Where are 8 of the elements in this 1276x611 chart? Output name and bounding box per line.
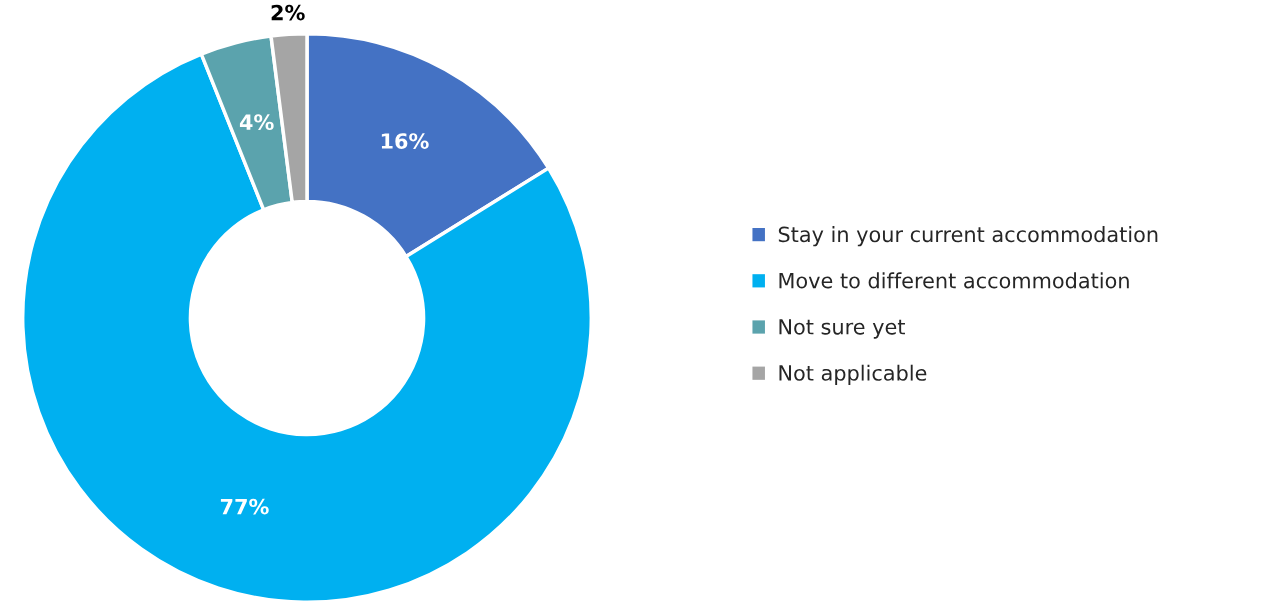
legend-label: Not sure yet xyxy=(779,319,905,339)
data-label: 16% xyxy=(381,133,429,149)
data-label: 4% xyxy=(239,114,274,131)
data-label: 2% xyxy=(271,4,305,21)
data-label: 77% xyxy=(220,498,269,515)
legend-label: Stay in your current accommodation xyxy=(778,226,1158,247)
legend-label: Move to different accommodation xyxy=(779,272,1129,289)
legend-label: Not applicable xyxy=(779,364,927,385)
